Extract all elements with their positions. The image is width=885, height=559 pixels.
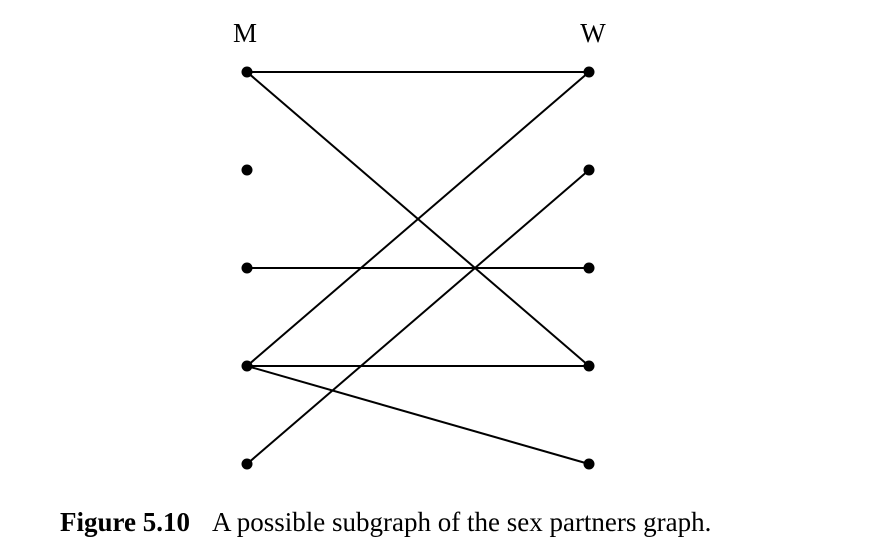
node-w1	[583, 66, 595, 78]
edge-m4-w5	[246, 365, 590, 465]
node-w5	[583, 458, 595, 470]
node-w2	[583, 164, 595, 176]
edge-m4-w1	[246, 71, 590, 367]
node-m3	[241, 262, 253, 274]
figure-number: Figure 5.10	[60, 507, 190, 537]
nodes-layer	[241, 66, 595, 470]
figure-caption-text: A possible subgraph of the sex partners …	[212, 507, 712, 537]
node-m4	[241, 360, 253, 372]
column-label-w: W	[580, 18, 606, 48]
node-w4	[583, 360, 595, 372]
node-w3	[583, 262, 595, 274]
edge-m5-w2	[246, 169, 590, 465]
bipartite-graph-figure: M W	[232, 18, 606, 470]
node-m5	[241, 458, 253, 470]
node-m1	[241, 66, 253, 78]
node-m2	[241, 164, 253, 176]
column-label-m: M	[232, 18, 257, 48]
figure-caption: Figure 5.10 A possible subgraph of the se…	[60, 505, 711, 539]
edges-layer	[246, 71, 590, 465]
graph-canvas	[241, 66, 595, 470]
